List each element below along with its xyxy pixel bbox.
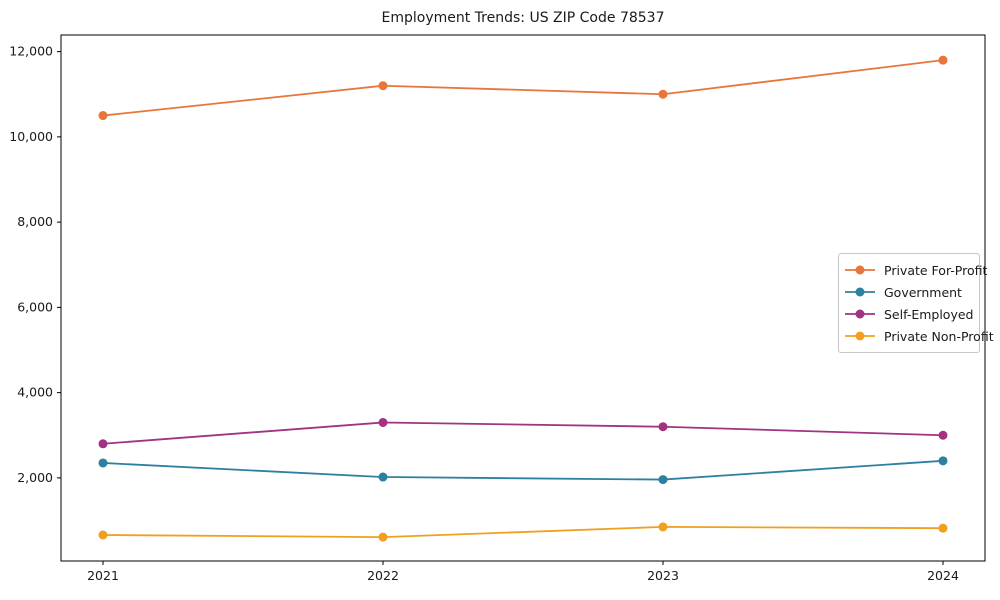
series-line-self-employed [102,421,944,445]
legend-label: Private For-Profit [884,262,988,278]
data-point-private-non-profit [938,523,948,533]
data-point-self-employed [98,439,108,449]
legend-item: Self-Employed [843,303,973,325]
y-tick-label: 2,000 [17,470,53,485]
legend-marker-line-dot-icon [845,309,875,319]
y-tick-label: 6,000 [17,299,53,314]
series-line-government [102,459,944,481]
data-point-private-for-profit [378,81,388,91]
legend-item: Private Non-Profit [843,325,994,347]
data-point-government [658,475,668,485]
data-point-self-employed [658,422,668,432]
data-point-private-for-profit [938,55,948,65]
data-point-private-non-profit [378,532,388,542]
x-tick-label: 2022 [367,568,399,583]
legend-label: Self-Employed [884,306,974,322]
x-tick-label: 2021 [87,568,119,583]
y-tick-label: 12,000 [9,44,53,59]
data-point-private-for-profit [98,111,108,121]
data-point-private-non-profit [658,522,668,532]
data-point-self-employed [378,417,388,427]
x-tick-label: 2024 [927,568,959,583]
y-tick-label: 4,000 [17,385,53,400]
x-tick-label: 2023 [647,568,679,583]
legend-marker-line-dot-icon [845,265,875,275]
series-line-private-for-profit [102,59,944,117]
data-point-private-non-profit [98,530,108,540]
data-point-government [98,458,108,468]
y-tick-label: 8,000 [17,214,53,229]
legend-label: Government [884,284,962,300]
legend: Private For-Profit Government Self-Emplo… [838,253,994,353]
y-tick-label: 10,000 [9,129,53,144]
legend-marker-line-dot-icon [845,287,875,297]
data-point-self-employed [938,430,948,440]
legend-marker-line-dot-icon [845,331,875,341]
plot-area [60,34,986,562]
data-point-government [938,456,948,466]
chart-title: Employment Trends: US ZIP Code 78537 [381,10,665,26]
data-point-government [378,472,388,482]
legend-item: Private For-Profit [843,259,987,281]
legend-label: Private Non-Profit [884,328,994,344]
data-point-private-for-profit [658,89,668,99]
series-line-private-non-profit [102,525,944,539]
legend-item: Government [843,281,973,303]
